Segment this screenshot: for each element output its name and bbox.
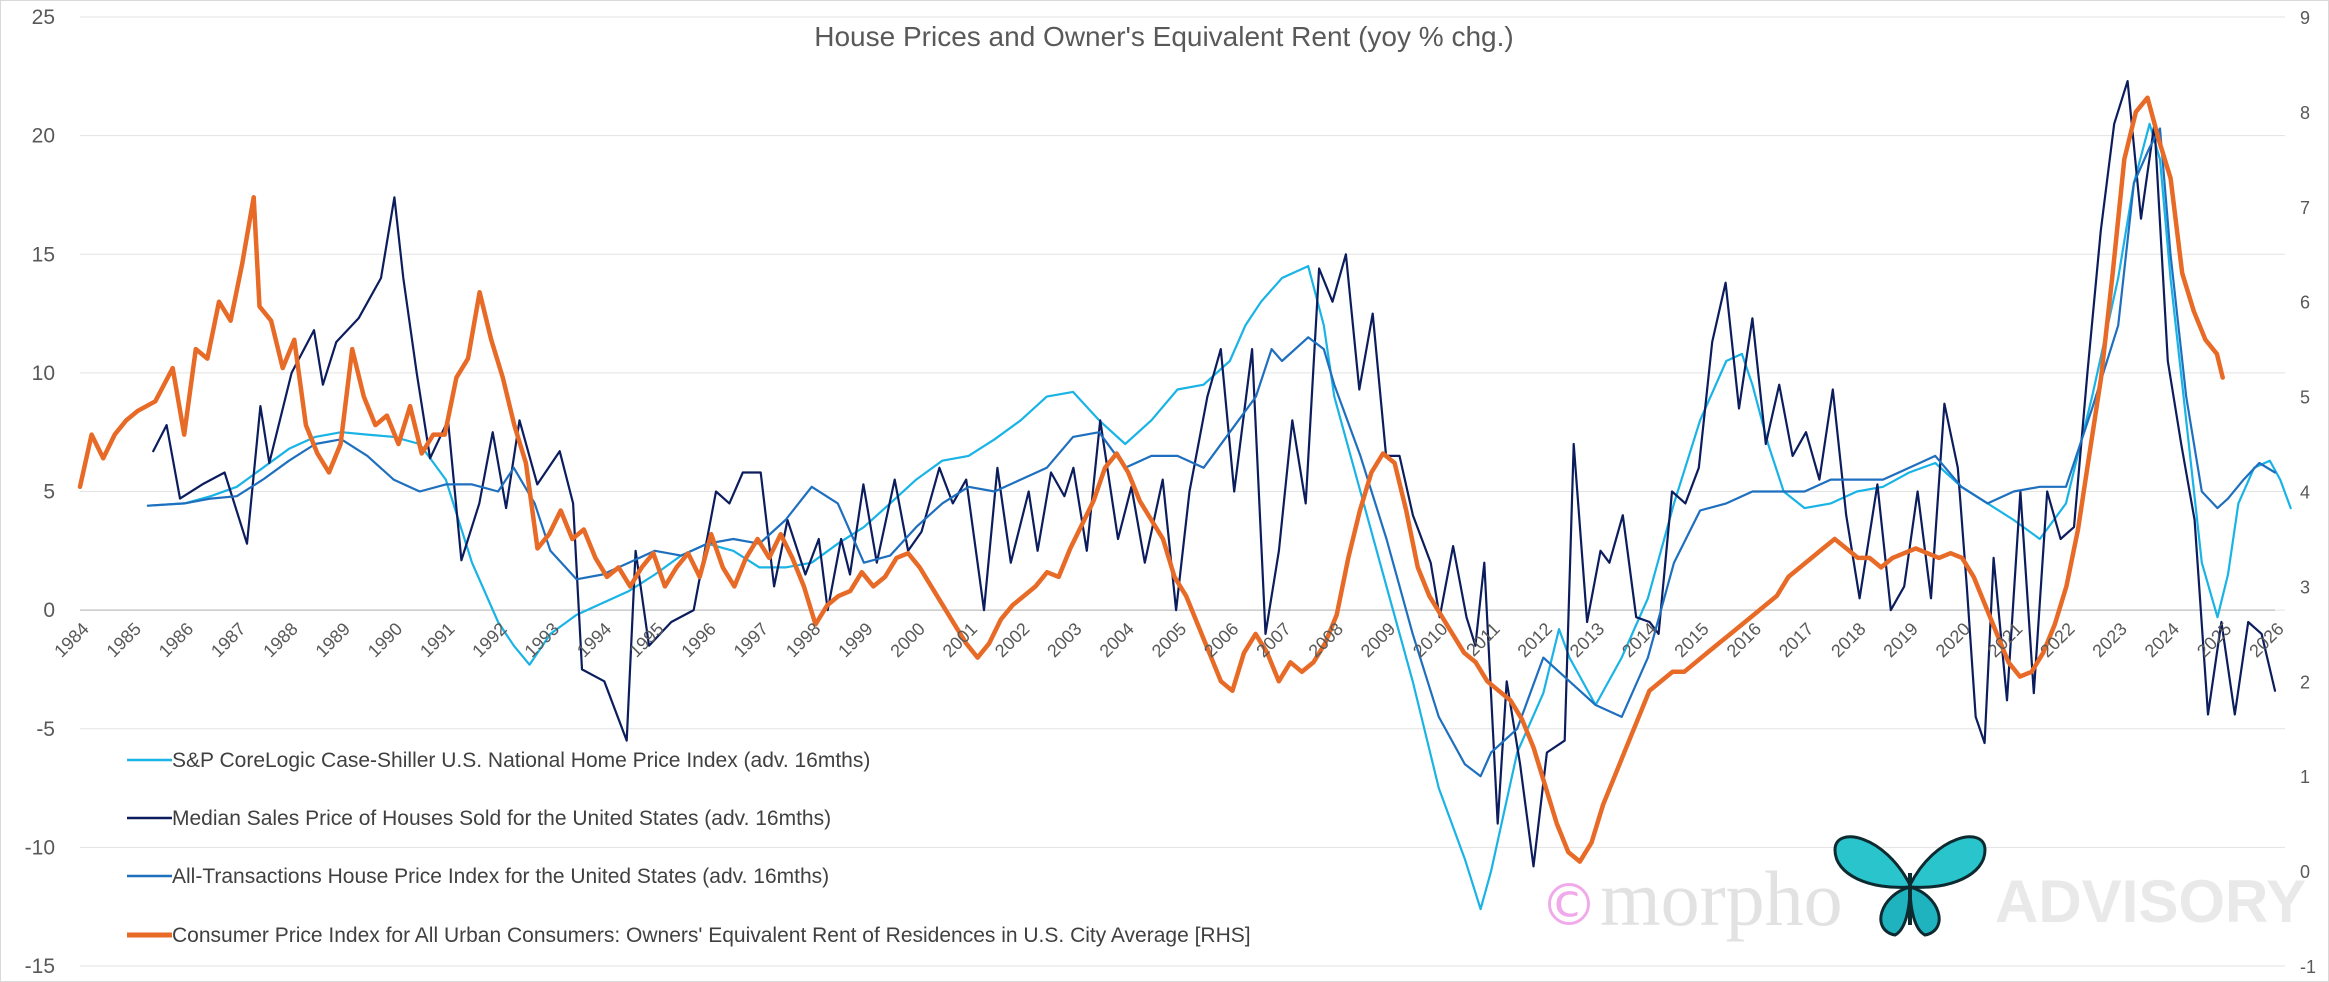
y-right-tick-label: 6	[2300, 293, 2310, 313]
y-axis-left-ticks: 25 20 15 10 5 0 -5 -10 -15	[25, 6, 55, 978]
legend-label: All-Transactions House Price Index for t…	[172, 865, 829, 888]
series-line-2	[152, 80, 2277, 868]
y-right-tick-label: 4	[2300, 483, 2310, 503]
legend: S&P CoreLogic Case-Shiller U.S. National…	[127, 749, 1251, 947]
legend-label: Consumer Price Index for All Urban Consu…	[172, 924, 1251, 947]
y-right-tick-label: 5	[2300, 388, 2310, 408]
y-axis-right-ticks: 9 8 7 6 5 4 3 2 1 0 -1	[2300, 8, 2316, 977]
y-left-tick-label: -5	[36, 718, 55, 741]
y-left-tick-label: -10	[25, 836, 55, 859]
series-line-3	[146, 127, 2277, 778]
watermark-suffix: ADVISORY	[1995, 868, 2306, 935]
chart-title: House Prices and Owner's Equivalent Rent…	[814, 21, 1513, 52]
watermark: © morpho ADVISORY	[1540, 835, 2306, 942]
legend-label: Median Sales Price of Houses Sold for th…	[172, 807, 831, 830]
butterfly-logo	[1833, 835, 1987, 937]
y-right-tick-label: 8	[2300, 103, 2310, 123]
y-left-tick-label: 25	[32, 6, 55, 29]
y-left-tick-label: -15	[25, 955, 55, 978]
y-right-tick-label: 3	[2300, 577, 2310, 597]
y-right-tick-label: 7	[2300, 198, 2310, 218]
y-left-tick-label: 5	[43, 481, 55, 504]
series-line-4	[77, 95, 2225, 864]
series-lines	[77, 80, 2292, 911]
watermark-brand: morpho	[1600, 855, 1843, 942]
legend-label: S&P CoreLogic Case-Shiller U.S. National…	[172, 749, 870, 772]
y-right-tick-label: 1	[2300, 767, 2310, 787]
y-right-tick-label: -1	[2300, 957, 2316, 977]
y-right-tick-label: 0	[2300, 862, 2310, 882]
y-left-tick-label: 20	[32, 125, 55, 148]
watermark-copyright: ©	[1540, 871, 1598, 939]
y-left-tick-label: 0	[43, 599, 55, 622]
gridlines	[80, 16, 2285, 967]
y-left-tick-label: 10	[32, 362, 55, 385]
y-left-tick-label: 15	[32, 243, 55, 266]
y-right-tick-label: 2	[2300, 672, 2310, 692]
y-right-tick-label: 9	[2300, 8, 2310, 28]
